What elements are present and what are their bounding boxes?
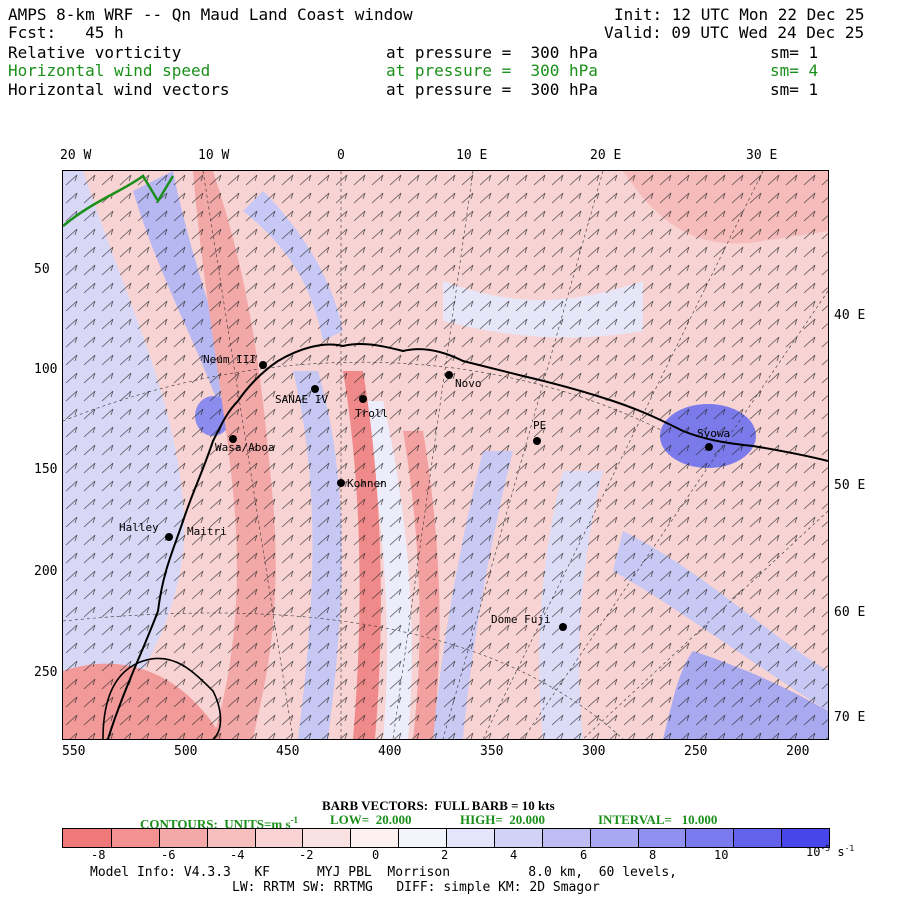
colorbar [62,828,830,848]
lon-label-right: 60 E [834,605,866,620]
contours-interval: INTERVAL= 10.000 [598,812,718,827]
colorbar-cell [110,829,159,847]
contours-low: LOW= 20.000 [330,812,412,827]
field-3-name: Horizontal wind vectors [8,80,230,99]
colorbar-cell [63,829,111,847]
y-grid-label: 250 [34,665,58,680]
y-grid-label: 150 [34,462,58,477]
field-1-name: Relative vorticity [8,43,182,62]
x-grid-label: 200 [786,744,810,759]
lon-label: 20 W [60,148,92,163]
field-3-smooth: sm= 1 [770,80,819,99]
colorbar-label: 6 [580,848,588,862]
station-label: SANAE IV [275,393,328,406]
coastline [107,342,828,739]
map-panel: Neum III SANAE IV Troll Novo PE Syowa Ko… [62,170,829,740]
colorbar-cell [589,829,638,847]
colorbar-cell [350,829,399,847]
colorbar-cell [398,829,446,847]
lon-label-right: 70 E [834,710,866,725]
colorbar-cell [781,829,829,847]
station-markers [165,361,713,631]
lon-label: 30 E [746,148,778,163]
colorbar-label: 2 [441,848,449,862]
colorbar-cell [637,829,686,847]
station-label: Troll [355,407,389,420]
colorbar-units: 10-5 s-1 [806,844,855,859]
x-grid-label: 500 [174,744,198,759]
init-time: Init: 12 UTC Mon 22 Dec 25 [614,5,865,24]
lon-label: 0 [337,148,345,163]
field-2-smooth: sm= 4 [770,61,819,80]
lon-label-right: 50 E [834,478,866,493]
colorbar-label: -4 [230,848,245,862]
station-label: Novo [455,377,482,390]
contours-high: HIGH= 20.000 [460,812,546,827]
colorbar-cell [302,829,351,847]
colorbar-label: 4 [510,848,518,862]
graticule [63,171,828,739]
field-1-level: at pressure = 300 hPa [386,43,598,62]
colorbar-label: -6 [161,848,176,862]
lon-label-right: 40 E [834,308,866,323]
colorbar-label: -8 [91,848,106,862]
station-label: Kohnen [347,477,387,490]
station-label: Wasa/Aboa [215,441,275,454]
field-1-smooth: sm= 1 [770,43,819,62]
colorbar-cell [446,829,494,847]
lon-label: 10 W [198,148,230,163]
contours-info: CONTOURS: UNITS=m s-1 [140,815,299,832]
station-label: Dome Fuji [491,613,551,626]
vorticity-field [63,171,828,739]
colorbar-cell [206,829,255,847]
y-grid-label: 100 [34,362,58,377]
station-label: Neum III [203,353,256,366]
valid-time: Valid: 09 UTC Wed 24 Dec 25 [604,23,865,42]
y-grid-label: 200 [34,564,58,579]
station-label: Syowa [697,427,731,440]
colorbar-label: -2 [299,848,314,862]
colorbar-label: 8 [649,848,657,862]
colorbar-label: 10 [714,848,729,862]
map-title: AMPS 8-km WRF -- Qn Maud Land Coast wind… [8,5,413,24]
y-grid-label: 50 [34,262,50,277]
colorbar-cell [254,829,303,847]
lon-label: 10 E [456,148,488,163]
station-label: PE [533,419,547,432]
colorbar-cell [541,829,590,847]
colorbar-cell [493,829,542,847]
model-info: Model Info: V4.3.3 KF MYJ PBL Morrison 8… [90,865,677,880]
x-grid-label: 550 [62,744,86,759]
colorbar-cell [158,829,207,847]
field-2-level: at pressure = 300 hPa [386,61,598,80]
barb-legend: BARB VECTORS: FULL BARB = 10 kts [322,798,555,813]
field-3-level: at pressure = 300 hPa [386,80,598,99]
colorbar-cell [733,829,782,847]
x-grid-label: 450 [276,744,300,759]
colorbar-label: 0 [372,848,380,862]
station-label: Halley [119,521,159,534]
model-info-physics: LW: RRTM SW: RRTMG DIFF: simple KM: 2D S… [232,880,600,895]
x-grid-label: 350 [480,744,504,759]
colorbar-cell [685,829,734,847]
lon-label: 20 E [590,148,622,163]
forecast-hour: Fcst: 45 h [8,23,124,42]
field-2-name: Horizontal wind speed [8,61,211,80]
coastline [102,657,222,739]
station-label: Maitri [187,525,227,538]
x-grid-label: 400 [378,744,402,759]
wind-speed-contour [63,174,175,227]
wind-barbs [63,171,828,739]
x-grid-label: 300 [582,744,606,759]
x-grid-label: 250 [684,744,708,759]
